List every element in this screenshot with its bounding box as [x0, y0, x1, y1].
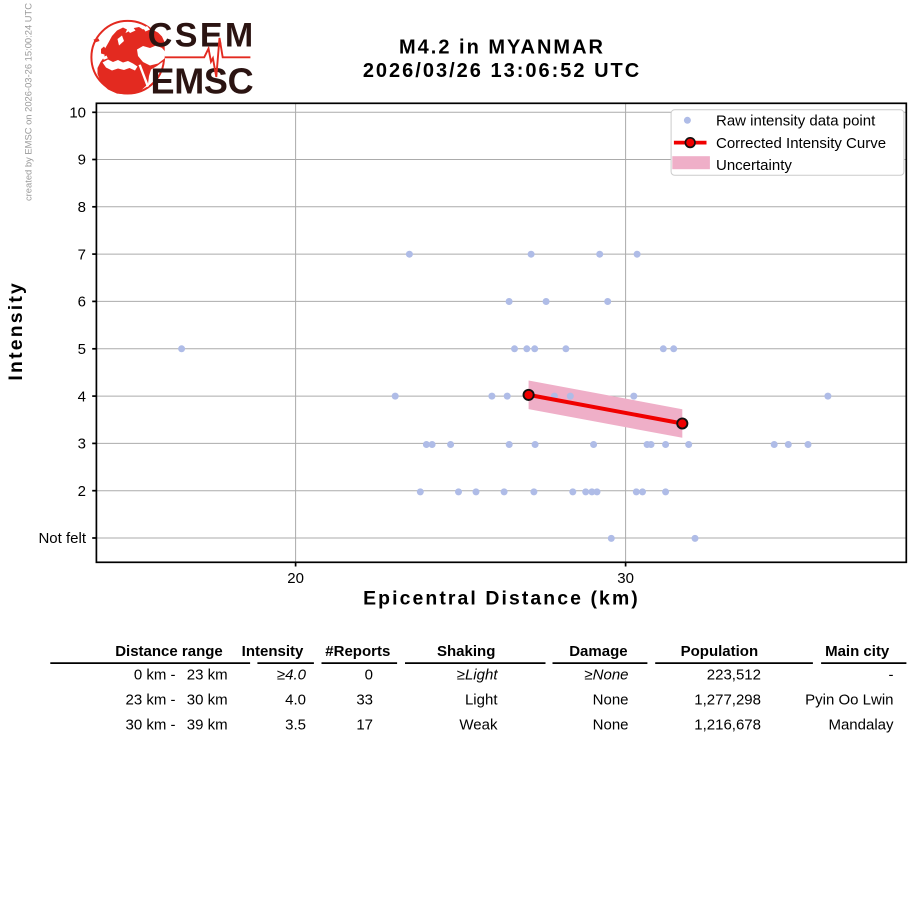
- svg-text:23 km -: 23 km -: [125, 692, 175, 709]
- svg-text:Intensity: Intensity: [5, 281, 27, 381]
- svg-text:Corrected Intensity Curve: Corrected Intensity Curve: [716, 135, 886, 152]
- svg-text:5: 5: [78, 341, 86, 358]
- svg-text:Epicentral Distance (km): Epicentral Distance (km): [363, 588, 640, 610]
- svg-text:CSEM: CSEM: [148, 16, 256, 54]
- svg-text:3.5: 3.5: [285, 717, 306, 734]
- svg-text:4.0: 4.0: [285, 692, 306, 709]
- svg-text:Raw intensity data point: Raw intensity data point: [716, 113, 876, 130]
- svg-text:Intensity: Intensity: [242, 643, 304, 660]
- svg-text:0: 0: [365, 667, 373, 684]
- svg-text:20: 20: [287, 570, 304, 587]
- svg-text:M4.2 in MYANMAR: M4.2 in MYANMAR: [399, 37, 605, 59]
- svg-text:Shaking: Shaking: [437, 643, 495, 660]
- svg-text:None: None: [593, 692, 629, 709]
- svg-text:1,277,298: 1,277,298: [694, 692, 761, 709]
- svg-text:None: None: [593, 717, 629, 734]
- svg-text:Weak: Weak: [459, 717, 498, 734]
- svg-text:6: 6: [78, 294, 86, 311]
- svg-text:30 km: 30 km: [187, 692, 228, 709]
- svg-text:EMSC: EMSC: [151, 60, 254, 101]
- svg-text:2: 2: [78, 483, 86, 500]
- svg-text:Uncertainty: Uncertainty: [716, 157, 792, 174]
- svg-text:created by EMSC on 2026-03-26: created by EMSC on 2026-03-26 15:00:24 U…: [23, 3, 34, 201]
- svg-text:2026/03/26 13:06:52 UTC: 2026/03/26 13:06:52 UTC: [363, 60, 641, 82]
- svg-text:#Reports: #Reports: [325, 643, 390, 660]
- svg-text:9: 9: [78, 152, 86, 169]
- svg-text:30: 30: [617, 570, 634, 587]
- svg-text:4: 4: [78, 388, 86, 405]
- svg-text:Light: Light: [465, 692, 498, 709]
- svg-text:39 km: 39 km: [187, 717, 228, 734]
- svg-text:Mandalay: Mandalay: [828, 717, 894, 734]
- svg-text:223,512: 223,512: [707, 667, 761, 684]
- svg-text:≥None: ≥None: [584, 667, 628, 684]
- svg-text:0 km -: 0 km -: [134, 667, 176, 684]
- svg-text:≥4.0: ≥4.0: [277, 667, 307, 684]
- svg-text:17: 17: [356, 717, 373, 734]
- svg-text:-: -: [889, 667, 894, 684]
- svg-text:Distance range: Distance range: [115, 643, 223, 660]
- svg-text:Pyin Oo Lwin: Pyin Oo Lwin: [805, 692, 893, 709]
- svg-text:≥Light: ≥Light: [457, 667, 499, 684]
- svg-text:8: 8: [78, 199, 86, 216]
- svg-text:Population: Population: [681, 643, 759, 660]
- svg-text:10: 10: [69, 105, 86, 122]
- svg-text:23 km: 23 km: [187, 667, 228, 684]
- svg-text:Damage: Damage: [569, 643, 627, 660]
- svg-text:Main city: Main city: [825, 643, 890, 660]
- svg-text:Not felt: Not felt: [38, 530, 86, 547]
- svg-text:33: 33: [356, 692, 373, 709]
- svg-text:3: 3: [78, 436, 86, 453]
- svg-text:30 km -: 30 km -: [125, 717, 175, 734]
- svg-text:1,216,678: 1,216,678: [694, 717, 761, 734]
- svg-text:7: 7: [78, 246, 86, 263]
